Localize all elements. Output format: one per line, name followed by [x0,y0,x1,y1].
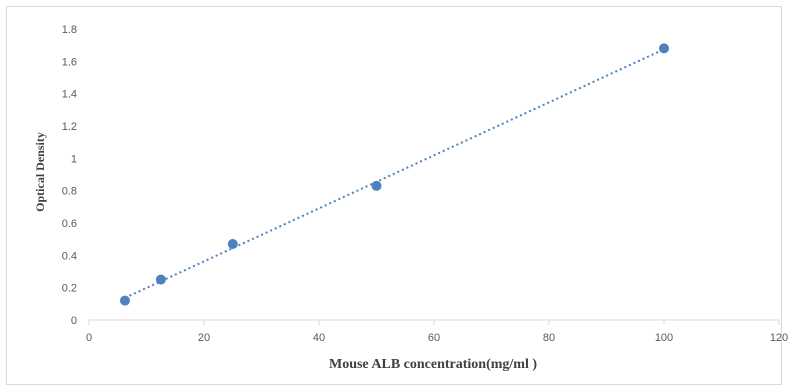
trendline [124,48,665,299]
y-axis-ticks: 0 0.2 0.4 0.6 0.8 1 1.2 1.4 1.6 1.8 [62,24,77,327]
data-point [371,180,382,191]
x-tick-label: 100 [655,332,673,344]
data-point [155,274,166,285]
x-axis-ticks: 0 20 40 60 80 100 120 [86,320,788,344]
y-tick-label: 1.6 [62,56,77,68]
y-tick-label: 0.8 [62,186,77,198]
x-axis-title: Mouse ALB concentration(mg/ml ) [329,357,537,372]
x-tick-label: 40 [313,332,325,344]
x-tick-label: 0 [86,332,92,344]
y-tick-label: 1.8 [62,24,77,36]
y-tick-label: 1 [71,153,77,165]
chart-frame [6,6,782,385]
x-tick-label: 80 [543,332,555,344]
data-point [119,295,130,306]
y-tick-label: 0.4 [62,250,77,262]
data-point [227,239,238,250]
data-points [119,43,669,306]
y-tick-label: 0.6 [62,218,77,230]
y-axis-title: Optical Density [33,132,47,212]
x-tick-label: 60 [428,332,440,344]
data-point [659,43,669,54]
y-tick-label: 0 [71,315,77,327]
x-tick-label: 20 [198,332,210,344]
y-tick-label: 1.4 [62,89,77,101]
x-tick-label: 120 [770,332,788,344]
y-tick-label: 1.2 [62,121,77,133]
y-tick-label: 0.2 [62,283,77,295]
